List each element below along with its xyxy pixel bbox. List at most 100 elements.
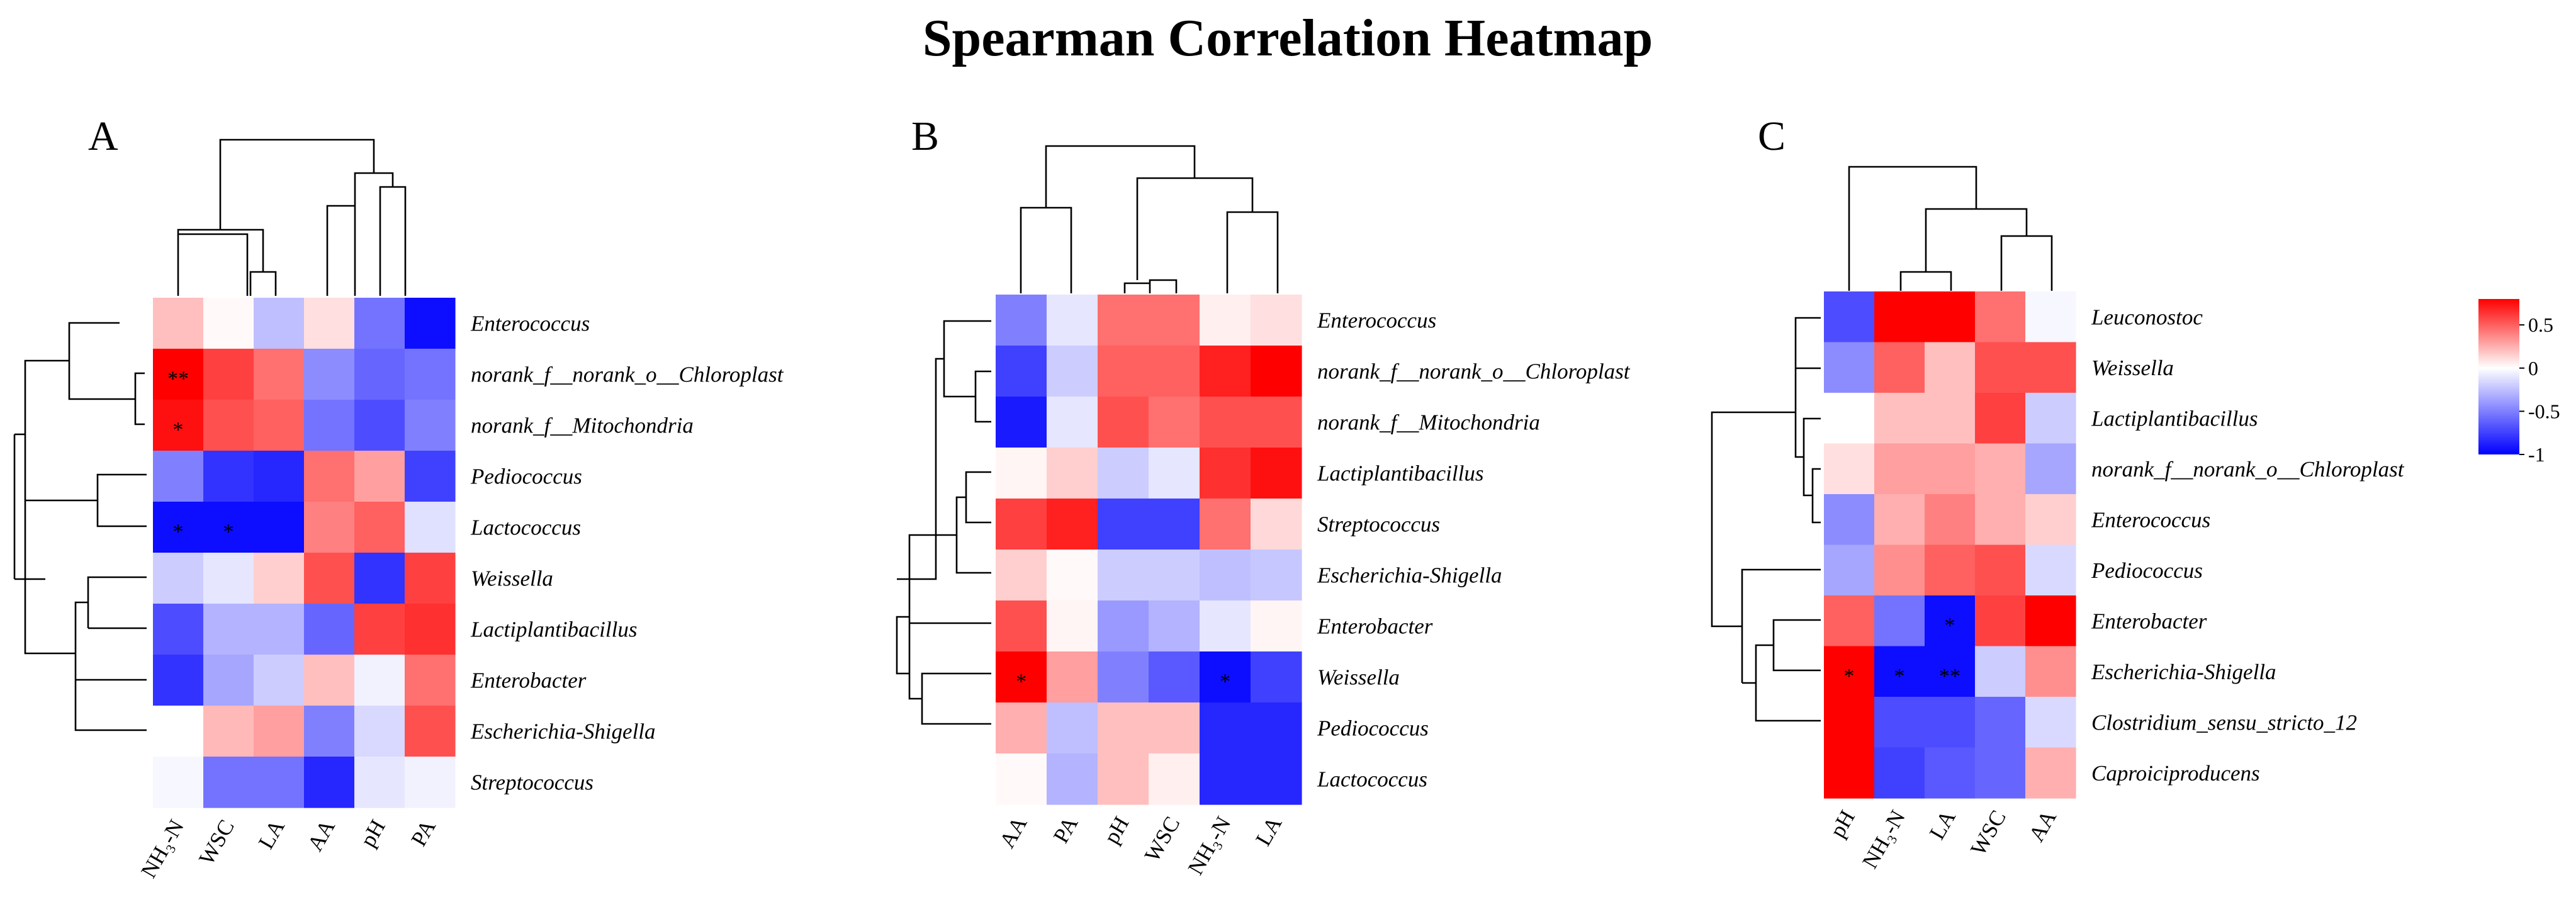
heatmap-cell <box>1047 295 1098 346</box>
row-label: Pediococcus <box>1317 716 1429 741</box>
panel-b-row-labels: Enterococcus norank_f__norank_o__Chloropl… <box>1317 308 1631 792</box>
heatmap-cell <box>996 550 1047 601</box>
col-label: PA <box>1049 812 1083 847</box>
heatmap-cell <box>1098 448 1149 499</box>
heatmap-cell <box>996 448 1047 499</box>
heatmap-cell <box>203 451 254 502</box>
panel-a-col-labels: NH₃-N WSC LA AA pH PA <box>136 815 441 882</box>
heatmap-cell <box>996 295 1047 346</box>
panel-c: C ** * ** LeuconostocWeissellaLactiplantib… <box>1711 113 2405 872</box>
heatmap-cell <box>354 451 405 502</box>
heatmap-cell <box>254 604 305 655</box>
heatmap-cell <box>1925 443 1976 495</box>
heatmap-cell <box>1975 393 2026 444</box>
heatmap-cell <box>1098 550 1149 601</box>
heatmap-cell <box>1200 448 1251 499</box>
heatmap-cell <box>1149 499 1200 550</box>
heatmap-cell <box>203 757 254 808</box>
significance-star: ** <box>1939 665 1960 688</box>
heatmap-cell <box>1251 651 1302 703</box>
heatmap-cell <box>2025 342 2076 393</box>
heatmap-cell <box>1824 443 1875 495</box>
heatmap-cell <box>1200 651 1251 703</box>
panel-a-stars: **** * <box>167 368 234 544</box>
row-label: Lactococcus <box>1317 767 1427 792</box>
heatmap-cell <box>1251 397 1302 448</box>
significance-star: * <box>1844 665 1855 688</box>
heatmap-cell <box>2025 595 2076 647</box>
panel-b: B * * Enterococcusnorank_f__norank_o__Chl… <box>896 113 1631 879</box>
significance-star: * <box>1894 665 1905 688</box>
heatmap-cell <box>996 600 1047 652</box>
col-label: LA <box>254 815 290 854</box>
col-label: WSC <box>194 816 239 869</box>
heatmap-cell <box>1874 342 1925 393</box>
panel-a-row-labels: Enterococcus norank_f__norank_o__Chloropl… <box>470 312 784 795</box>
heatmap-cell <box>354 757 405 808</box>
heatmap-cell <box>2025 393 2076 444</box>
heatmap-cell <box>1975 544 2026 596</box>
significance-star: * <box>173 419 184 442</box>
heatmap-cell <box>1098 346 1149 397</box>
heatmap-cell <box>1251 600 1302 652</box>
col-label: AA <box>2024 806 2061 846</box>
panel-b-cells <box>996 295 1302 805</box>
heatmap-cell <box>203 502 254 553</box>
heatmap-cell <box>1200 600 1251 652</box>
heatmap-cell <box>1047 600 1098 652</box>
panel-a: A **** * Enterococcusnorank_f__norank_o__… <box>13 113 784 882</box>
row-label: Escherichia-Shigella <box>470 719 656 744</box>
heatmap-cell <box>2025 291 2076 343</box>
heatmap-cell <box>1925 393 1976 444</box>
heatmap-cell <box>1874 646 1925 697</box>
heatmap-cell <box>1925 544 1976 596</box>
heatmap-cell <box>1251 448 1302 499</box>
col-label: PA <box>406 815 441 850</box>
row-label: Clostridium_sensu_stricto_12 <box>2091 710 2357 735</box>
heatmap-cell <box>1251 753 1302 805</box>
row-label: Lactiplantibacillus <box>470 617 637 642</box>
heatmap-cell <box>2025 494 2076 546</box>
col-label: pH <box>1099 813 1133 848</box>
panel-a-label: A <box>88 113 118 159</box>
heatmap-cell <box>2025 443 2076 495</box>
heatmap-cell <box>203 604 254 655</box>
heatmap-cell <box>1047 753 1098 805</box>
heatmap-cell <box>1098 753 1149 805</box>
col-label: pH <box>1825 806 1860 842</box>
heatmap-cell <box>1200 346 1251 397</box>
heatmap-cell <box>1874 544 1925 596</box>
heatmap-cell <box>203 553 254 604</box>
heatmap-cell <box>354 706 405 757</box>
row-label: Pediococcus <box>2091 558 2203 583</box>
heatmap-cell <box>153 655 204 706</box>
heatmap-cell <box>1925 747 1976 799</box>
heatmap-cell <box>354 655 405 706</box>
row-label: norank_f__norank_o__Chloroplast <box>471 363 784 387</box>
heatmap-cell <box>1824 646 1875 697</box>
heatmap-cell <box>1824 747 1875 799</box>
heatmap-cell <box>1047 499 1098 550</box>
heatmap-cell <box>304 655 355 706</box>
heatmap-cell <box>1824 291 1875 343</box>
significance-star: * <box>1220 670 1230 694</box>
panel-a-col-dendrogram <box>177 138 407 296</box>
heatmap-cell <box>1200 753 1251 805</box>
panel-c-col-dendrogram <box>1848 166 2053 291</box>
heatmap-cell <box>405 757 456 808</box>
heatmap-cell <box>203 706 254 757</box>
heatmap-cell <box>1047 550 1098 601</box>
heatmap-cell <box>1874 494 1925 546</box>
heatmap-cell <box>1149 448 1200 499</box>
heatmap-cell <box>1149 295 1200 346</box>
heatmap-cell <box>1975 342 2026 393</box>
heatmap-cell <box>304 298 355 349</box>
heatmap-cell <box>405 706 456 757</box>
row-label: Lactococcus <box>470 516 581 540</box>
significance-star: * <box>1945 614 1955 637</box>
heatmap-cell <box>1975 494 2026 546</box>
row-label: Lactiplantibacillus <box>1317 461 1483 486</box>
significance-star: ** <box>167 368 189 391</box>
